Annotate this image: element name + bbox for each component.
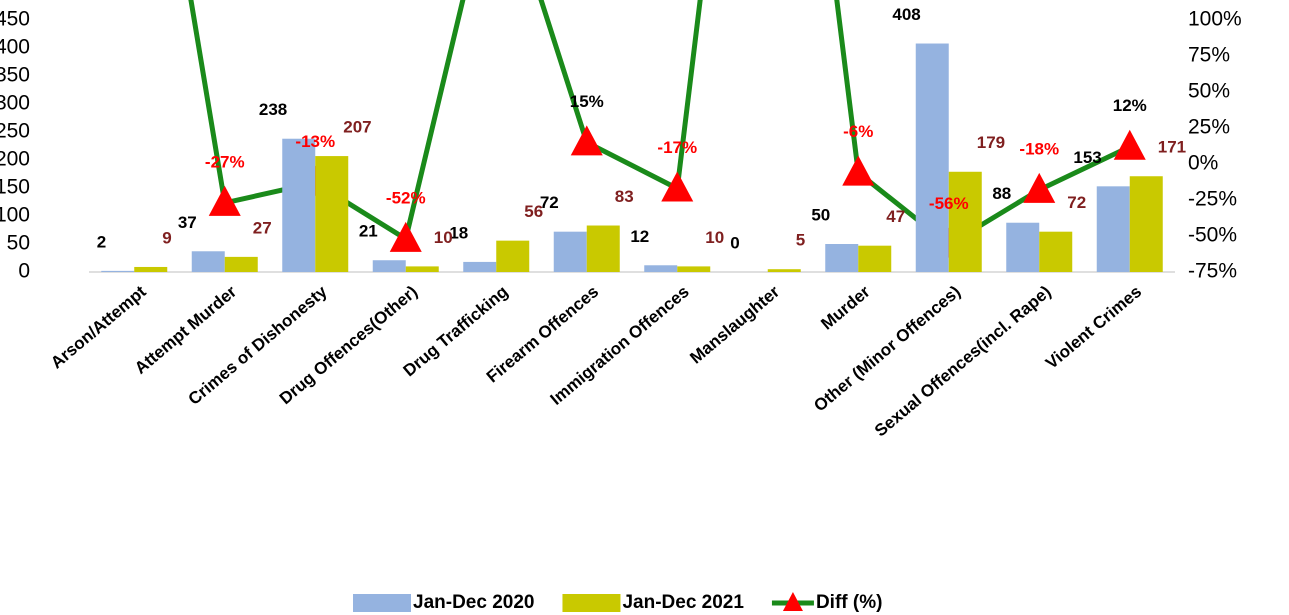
plot-area bbox=[188, 0, 1146, 258]
bar bbox=[825, 244, 859, 272]
bar bbox=[677, 266, 711, 272]
y-tick-label: 250 bbox=[0, 120, 30, 143]
bar bbox=[858, 245, 892, 272]
bar-label: 153 bbox=[1073, 148, 1101, 167]
bar-label: 72 bbox=[540, 193, 559, 212]
y-tick-label: 0 bbox=[18, 260, 30, 283]
diff-marker bbox=[1113, 129, 1146, 160]
bar bbox=[644, 265, 678, 272]
y-tick-label: 100 bbox=[0, 204, 30, 227]
x-tick-label: Arson/Attempt bbox=[47, 282, 150, 373]
legend-label: Diff (%) bbox=[816, 592, 882, 613]
bar-label: 9 bbox=[162, 228, 171, 247]
bar bbox=[372, 260, 406, 272]
bar-label: 18 bbox=[449, 223, 468, 242]
bar-label: 56 bbox=[524, 202, 543, 221]
bar-label: 27 bbox=[253, 218, 272, 237]
bar bbox=[553, 231, 587, 272]
bar-label: 50 bbox=[811, 205, 830, 224]
y2-tick-label: 50% bbox=[1188, 80, 1230, 103]
y-tick-label: 350 bbox=[0, 64, 30, 87]
bar bbox=[767, 269, 801, 272]
bar bbox=[463, 261, 497, 272]
y-tick-label: 300 bbox=[0, 92, 30, 115]
bar bbox=[224, 256, 258, 272]
bar-label: 37 bbox=[178, 213, 197, 232]
bar bbox=[101, 270, 135, 272]
x-tick-label: Manslaughter bbox=[686, 282, 783, 368]
bar-label: 171 bbox=[1158, 138, 1186, 157]
diff-label: 12% bbox=[1113, 96, 1147, 115]
bar-label: 47 bbox=[886, 207, 905, 226]
diff-marker bbox=[1023, 172, 1056, 203]
bar-label: 72 bbox=[1067, 193, 1086, 212]
y-tick-label: 450 bbox=[0, 8, 30, 31]
bar bbox=[315, 156, 349, 272]
bar-label: 0 bbox=[730, 233, 739, 252]
legend-swatch bbox=[353, 594, 411, 612]
legend-label: Jan-Dec 2021 bbox=[622, 592, 744, 613]
bar-label: 5 bbox=[796, 231, 805, 250]
bar-label: 83 bbox=[615, 187, 634, 206]
diff-marker bbox=[842, 155, 875, 186]
diff-label: -27% bbox=[205, 152, 245, 171]
diff-label: -56% bbox=[929, 194, 969, 213]
bar-label: 2 bbox=[97, 232, 106, 251]
bar bbox=[586, 225, 620, 272]
x-tick-label: Sexual Offences(incl. Rape) bbox=[871, 282, 1055, 440]
bar-label: 179 bbox=[977, 133, 1005, 152]
bar-label: 10 bbox=[434, 228, 453, 247]
y-tick-label: 50 bbox=[7, 232, 30, 255]
diff-label: -13% bbox=[295, 132, 335, 151]
bar bbox=[1096, 186, 1130, 272]
bar-label: 12 bbox=[630, 227, 649, 246]
y2-tick-label: 25% bbox=[1188, 116, 1230, 139]
bar-label: 21 bbox=[359, 222, 378, 241]
legend-label: Jan-Dec 2020 bbox=[413, 592, 534, 613]
diff-label: -52% bbox=[386, 188, 426, 207]
bar bbox=[496, 240, 530, 272]
diff-label: -17% bbox=[657, 138, 697, 157]
bar-label: 408 bbox=[892, 5, 920, 24]
bar-label: 238 bbox=[259, 100, 287, 119]
bar bbox=[405, 266, 439, 272]
diff-label: -6% bbox=[843, 122, 873, 141]
diff-label: 15% bbox=[570, 92, 604, 111]
bar-label: 207 bbox=[343, 118, 371, 137]
x-tick-label: Murder bbox=[817, 282, 874, 334]
diff-marker bbox=[570, 125, 603, 156]
y-tick-label: 200 bbox=[0, 148, 30, 171]
diff-label: -18% bbox=[1019, 139, 1059, 158]
legend-swatch bbox=[562, 594, 621, 612]
diff-marker bbox=[208, 185, 241, 216]
legend-marker bbox=[782, 592, 803, 611]
y2-tick-label: -50% bbox=[1188, 224, 1237, 247]
x-tick-label: Other (Minor Offences) bbox=[810, 282, 964, 416]
y-tick-label: 150 bbox=[0, 176, 30, 199]
y2-tick-label: -25% bbox=[1188, 188, 1237, 211]
bar bbox=[134, 266, 168, 272]
bar bbox=[948, 171, 982, 272]
bar-label: 88 bbox=[992, 184, 1011, 203]
bar bbox=[1129, 176, 1163, 272]
y2-tick-label: -75% bbox=[1188, 260, 1237, 283]
bar bbox=[1039, 231, 1073, 272]
diff-marker bbox=[389, 221, 422, 252]
bar bbox=[191, 251, 225, 272]
y2-tick-label: 100% bbox=[1188, 8, 1242, 31]
y2-tick-label: 0% bbox=[1188, 152, 1218, 175]
diff-marker bbox=[661, 171, 694, 202]
x-tick-label: Violent Crimes bbox=[1042, 282, 1145, 373]
y-tick-label: 400 bbox=[0, 36, 30, 59]
bar bbox=[1006, 222, 1040, 272]
bar bbox=[915, 43, 949, 272]
y2-tick-label: 75% bbox=[1188, 44, 1230, 67]
bar bbox=[282, 138, 316, 272]
bar-label: 10 bbox=[705, 228, 724, 247]
